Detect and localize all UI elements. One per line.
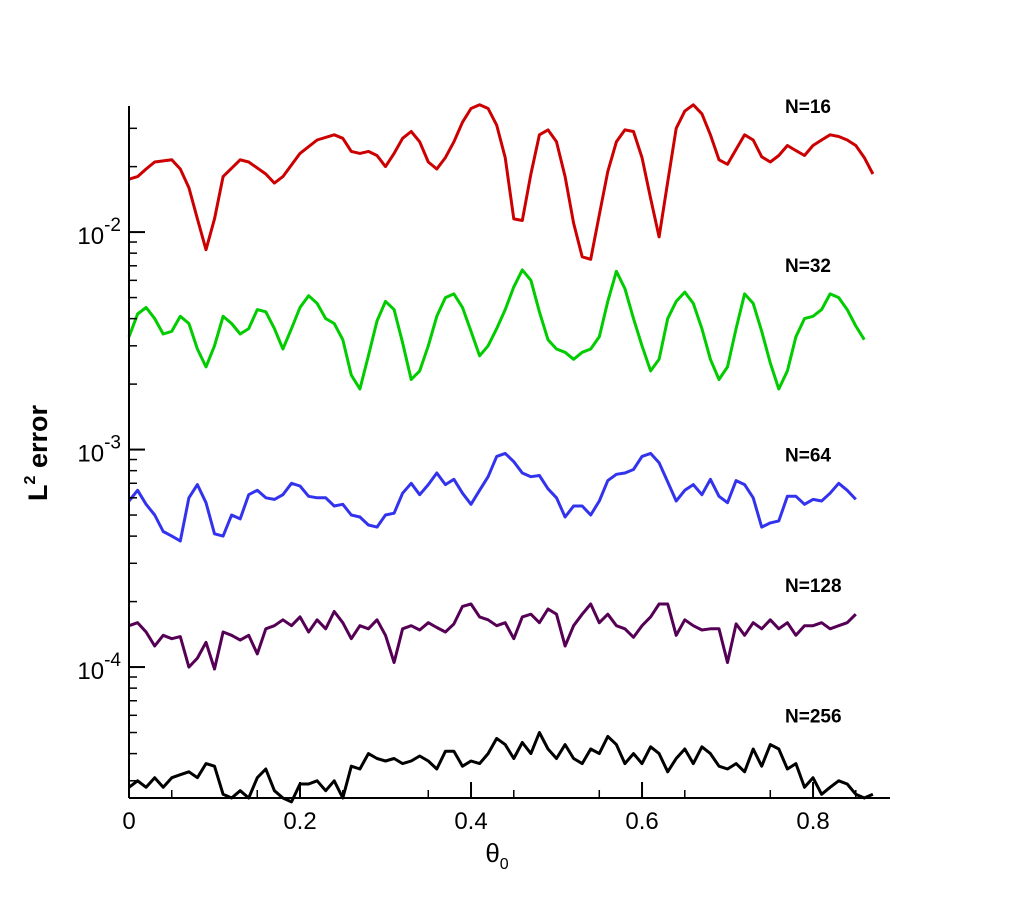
y-axis-title: L2 error <box>22 405 53 501</box>
y-tick-label-1: 10-2 <box>77 215 121 250</box>
y-axis-title-base: L <box>23 484 53 501</box>
x-tick-label-5: 0.8 <box>796 808 829 835</box>
series-label-3: N=64 <box>785 445 831 466</box>
x-tick-label-4: 0.6 <box>625 808 658 835</box>
y-axis-title-sup: 2 <box>22 475 39 484</box>
series-line-2 <box>127 268 866 391</box>
series-label-1: N=16 <box>785 97 831 118</box>
axes-layer <box>128 106 890 799</box>
series-layer <box>127 103 875 804</box>
series-line-4 <box>128 602 857 671</box>
series-label-2: N=32 <box>785 256 831 277</box>
x-tick-label-2: 0.2 <box>283 808 316 835</box>
x-tick-label-1: 0 <box>122 808 135 835</box>
series-line-1 <box>128 103 875 261</box>
series-label-5: N=256 <box>785 707 842 728</box>
series-labels-layer: N=16 N=32 N=64 N=128 N=256 <box>785 97 842 728</box>
x-axis-title-main: θ <box>485 838 499 868</box>
x-axis-title-sub: 0 <box>500 856 509 873</box>
series-line-5 <box>128 731 874 804</box>
x-axis-title: θ0 <box>485 838 508 873</box>
series-label-4: N=128 <box>785 576 842 597</box>
ticks-layer: 0 0.2 0.4 0.6 0.8 10-2 10-3 10-4 <box>77 127 857 835</box>
x-tick-label-3: 0.4 <box>454 808 487 835</box>
y-tick-label-3: 10-4 <box>77 650 121 685</box>
series-line-3 <box>127 451 857 543</box>
y-axis-title-rest: error <box>23 405 53 476</box>
y-tick-label-2: 10-3 <box>77 433 121 468</box>
